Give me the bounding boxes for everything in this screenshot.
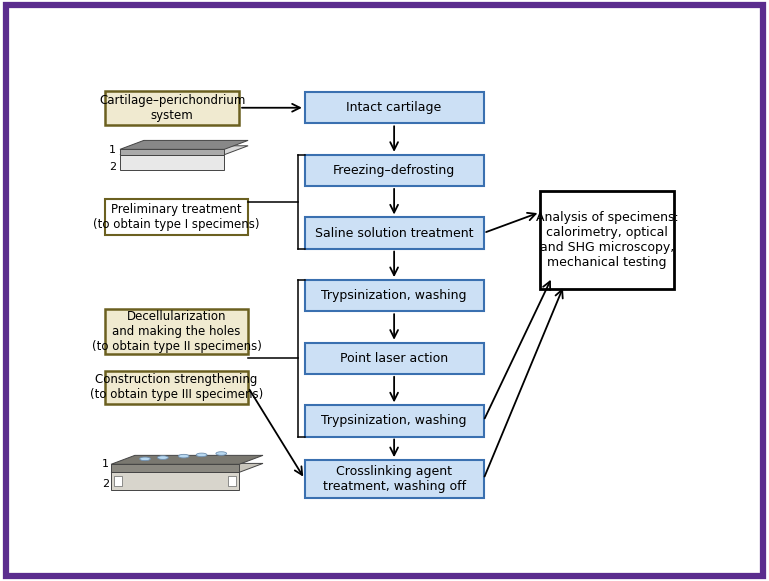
Text: Intact cartilage: Intact cartilage (347, 101, 441, 114)
Polygon shape (120, 141, 248, 149)
Text: Saline solution treatment: Saline solution treatment (315, 227, 474, 239)
Text: Decellularization
and making the holes
(to obtain type II specimens): Decellularization and making the holes (… (92, 310, 261, 353)
Text: 2: 2 (109, 162, 116, 172)
FancyBboxPatch shape (305, 155, 484, 186)
Text: Point laser action: Point laser action (340, 352, 448, 365)
Polygon shape (111, 456, 263, 464)
Polygon shape (111, 464, 239, 472)
FancyBboxPatch shape (114, 476, 122, 486)
Text: Construction strengthening
(to obtain type III specimens): Construction strengthening (to obtain ty… (90, 374, 263, 401)
FancyBboxPatch shape (305, 460, 484, 498)
Text: Trypsinization, washing: Trypsinization, washing (321, 289, 467, 302)
Text: Freezing–defrosting: Freezing–defrosting (333, 164, 455, 177)
Polygon shape (120, 149, 225, 155)
FancyBboxPatch shape (305, 217, 484, 249)
FancyBboxPatch shape (105, 199, 248, 235)
FancyBboxPatch shape (305, 92, 484, 123)
Ellipse shape (216, 452, 227, 456)
Ellipse shape (158, 456, 168, 460)
Text: Analysis of specimens:
calorimetry, optical
and SHG microscopy,
mechanical testi: Analysis of specimens: calorimetry, opti… (536, 211, 678, 269)
FancyBboxPatch shape (105, 309, 248, 354)
Ellipse shape (196, 453, 207, 457)
Ellipse shape (178, 454, 189, 458)
Polygon shape (111, 472, 239, 490)
FancyBboxPatch shape (228, 476, 236, 486)
Text: 1: 1 (102, 460, 109, 469)
Ellipse shape (140, 457, 151, 461)
Text: Cartilage–perichondrium
system: Cartilage–perichondrium system (99, 94, 245, 122)
FancyBboxPatch shape (540, 191, 674, 289)
FancyBboxPatch shape (305, 280, 484, 311)
FancyBboxPatch shape (105, 371, 248, 404)
FancyBboxPatch shape (305, 343, 484, 374)
Polygon shape (120, 155, 225, 170)
Text: 2: 2 (102, 479, 109, 489)
FancyBboxPatch shape (305, 406, 484, 436)
Text: Trypsinization, washing: Trypsinization, washing (321, 414, 467, 428)
Text: Preliminary treatment
(to obtain type I specimens): Preliminary treatment (to obtain type I … (93, 203, 260, 231)
Text: Crosslinking agent
treatment, washing off: Crosslinking agent treatment, washing of… (322, 465, 466, 493)
Text: 1: 1 (109, 145, 116, 155)
FancyBboxPatch shape (105, 91, 239, 124)
Polygon shape (120, 146, 248, 155)
Polygon shape (111, 464, 263, 472)
